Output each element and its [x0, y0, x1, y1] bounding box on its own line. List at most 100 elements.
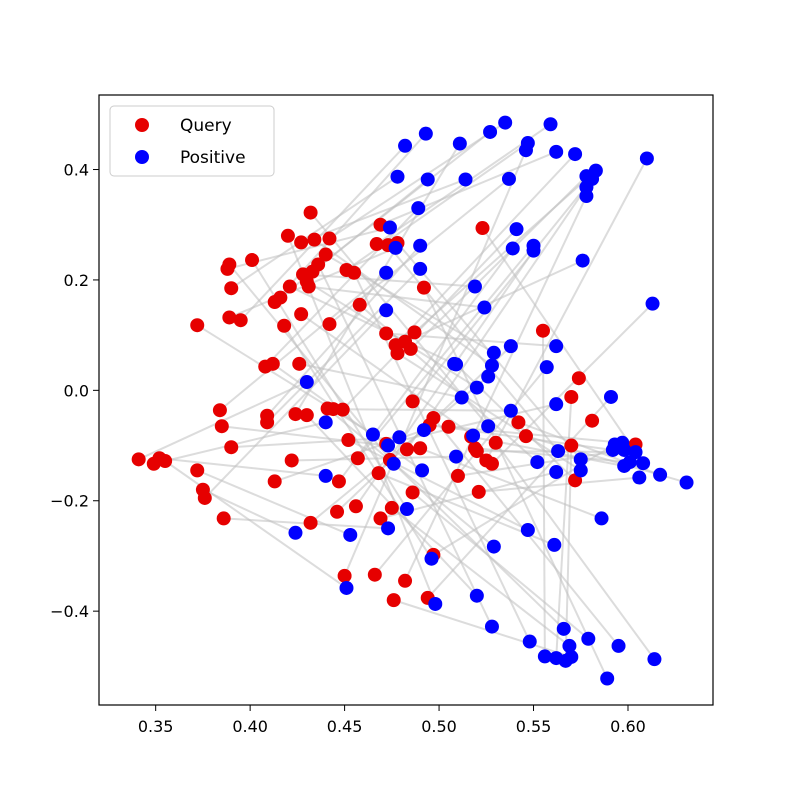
legend-box [109, 105, 275, 177]
x-tick-label: 0.45 [327, 717, 363, 736]
positive-point [339, 580, 354, 595]
x-axis: 0.35 0.40 0.45 0.50 0.55 0.60 [138, 705, 646, 736]
pair-line [328, 121, 506, 240]
query-point [403, 341, 418, 356]
query-point [384, 500, 399, 515]
pair-line [406, 186, 588, 450]
positive-point [568, 147, 583, 162]
query-point [564, 389, 579, 404]
pair-line [394, 153, 576, 346]
positive-point [413, 261, 428, 276]
query-point [585, 413, 600, 428]
query-point [282, 279, 297, 294]
positive-point [415, 463, 430, 478]
positive-point [484, 619, 499, 634]
query-point [294, 235, 309, 250]
y-tick-label: 0.4 [64, 161, 89, 180]
pair-line [291, 455, 457, 462]
query-point [348, 499, 363, 514]
query-point [416, 280, 431, 295]
pair-line [478, 476, 640, 493]
query-points [131, 205, 643, 608]
positive-point [382, 220, 397, 235]
query-point [307, 232, 322, 247]
positive-point [636, 456, 651, 471]
query-point [350, 451, 365, 466]
query-point [511, 415, 526, 430]
query-point [222, 310, 237, 325]
positive-point [600, 671, 615, 686]
query-point [190, 318, 205, 333]
query-point [379, 326, 394, 341]
query-point [280, 228, 295, 243]
positive-point [469, 380, 484, 395]
query-point [331, 474, 346, 489]
positive-point [522, 634, 537, 649]
query-point [399, 442, 414, 457]
positive-point [547, 537, 562, 552]
pair-line [326, 407, 495, 548]
positive-point [549, 144, 564, 159]
positive-point [549, 465, 564, 480]
positive-point [449, 357, 464, 372]
x-tick-label: 0.60 [610, 717, 646, 736]
positive-point [365, 427, 380, 442]
positive-point [617, 442, 632, 457]
positive-point [318, 468, 333, 483]
query-point [330, 504, 345, 519]
plot-frame [98, 94, 714, 706]
query-point [469, 444, 484, 459]
pair-line [311, 131, 491, 273]
legend: Query Positive [109, 105, 275, 177]
positive-point [424, 551, 439, 566]
positive-point [477, 300, 492, 315]
pair-line [541, 330, 546, 657]
positive-point [537, 649, 552, 664]
pair-line [426, 396, 612, 599]
y-tick-label: 0.0 [64, 381, 89, 400]
pair-line [221, 425, 389, 447]
positive-point [454, 390, 469, 405]
positive-point [520, 523, 535, 538]
positive-point [411, 201, 426, 216]
positive-point [388, 240, 403, 255]
query-point [390, 346, 405, 361]
positive-point [469, 588, 484, 603]
query-point [518, 429, 533, 444]
pair-line [387, 244, 559, 452]
positive-point [647, 652, 662, 667]
positive-point [428, 596, 443, 611]
query-point [488, 435, 503, 450]
positive-point [381, 521, 396, 536]
positive-point [379, 303, 394, 318]
query-point [224, 281, 239, 296]
pair-line [264, 207, 419, 368]
pair-line [266, 245, 421, 417]
positive-point [458, 172, 473, 187]
query-point [373, 511, 388, 526]
query-point [288, 407, 303, 422]
query-point [222, 257, 237, 272]
positive-point [449, 449, 464, 464]
query-point [335, 402, 350, 417]
query-point [311, 257, 326, 272]
query-point [299, 408, 314, 423]
pair-line [491, 302, 654, 465]
positive-point [551, 444, 566, 459]
query-point [190, 463, 205, 478]
pair-line [411, 178, 593, 403]
query-point [214, 419, 229, 434]
positive-point [549, 339, 564, 354]
positive-point [520, 136, 535, 151]
positive-point [392, 430, 407, 445]
query-point [233, 313, 248, 328]
positive-point [481, 369, 496, 384]
positive-point [288, 525, 303, 540]
pair-line [448, 425, 623, 444]
positive-point [398, 138, 413, 153]
positive-point [679, 475, 694, 490]
query-point [292, 356, 307, 371]
query-point [273, 290, 288, 305]
pair-line [309, 211, 489, 427]
